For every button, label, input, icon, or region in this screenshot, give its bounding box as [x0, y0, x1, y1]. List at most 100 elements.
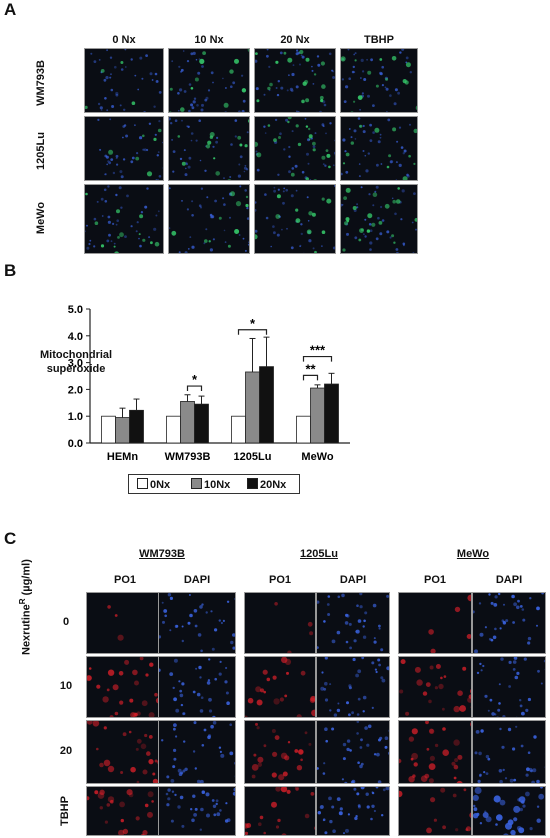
x-tick-label-1205lu: 1205Lu	[234, 451, 272, 463]
stain-label-mewo-po1: PO1	[423, 574, 446, 586]
micrograph-po1-mewo-tbhp	[398, 786, 472, 836]
y-tick-label: 1.0	[68, 411, 83, 423]
micrograph-po1-1205lu-tbhp	[244, 786, 316, 836]
micrograph-dapi-wm793b-tbhp	[158, 786, 236, 836]
legend-item-0nx: 0Nx	[137, 478, 170, 491]
panel-a-row-1205lu: 1205Lu	[35, 132, 47, 170]
micrograph-po1-1205lu-0	[244, 592, 316, 654]
micrograph-po1-mewo-20	[398, 720, 472, 784]
stain-label-mewo-dapi: DAPI	[495, 574, 523, 586]
panel-c-group-wm793b: WM793B	[139, 548, 185, 560]
significance-star: *	[192, 372, 198, 387]
micrograph-dapi-mewo-0	[472, 592, 546, 654]
panel-a-col-20nx: 20 Nx	[280, 34, 310, 46]
stain-label-wm793b-po1: PO1	[113, 574, 136, 586]
panel-c-ylabel-main: Nexrutine	[20, 604, 33, 655]
panel-a-row-wm793b: WM793B	[35, 60, 47, 106]
bar-1205lu-10nx	[245, 371, 260, 444]
micrograph-po1-1205lu-10	[244, 656, 316, 718]
micrograph-po1-wm793b-20	[86, 720, 164, 784]
significance-bracket	[186, 385, 203, 392]
significance-star: ***	[310, 343, 326, 358]
bar-hemn-10nx	[115, 417, 130, 444]
panel-c-letter: C	[4, 529, 17, 548]
micrograph-po1-mewo-0	[398, 592, 472, 654]
legend-item-10nx: 10Nx	[191, 478, 230, 491]
legend-label-10nx: 10Nx	[204, 479, 231, 491]
bar-wm793b-0nx	[166, 415, 181, 444]
micrograph-mewo-0	[84, 184, 164, 254]
micrograph-1205lu-3	[340, 116, 418, 181]
bar-wm793b-20nx	[194, 403, 209, 444]
micrograph-dapi-mewo-20	[472, 720, 546, 784]
micrograph-po1-wm793b-tbhp	[86, 786, 164, 836]
micrograph-dapi-1205lu-10	[316, 656, 390, 718]
y-tick-label: 4.0	[68, 331, 83, 343]
micrograph-dapi-wm793b-20	[158, 720, 236, 784]
dose-row-label-0: 0	[62, 616, 70, 628]
bar-mewo-20nx	[324, 383, 339, 444]
bar-1205lu-0nx	[231, 415, 246, 444]
legend-swatch-20nx	[247, 478, 258, 489]
stain-label-wm793b-dapi: DAPI	[183, 574, 211, 586]
micrograph-po1-1205lu-20	[244, 720, 316, 784]
dose-row-label-tbhp: TBHP	[59, 796, 71, 826]
micrograph-wm793b-1	[168, 48, 250, 113]
micrograph-mewo-2	[254, 184, 336, 254]
panel-c-ylabel-unit: (µg/ml)	[20, 559, 33, 599]
micrograph-wm793b-0	[84, 48, 164, 113]
dose-row-label-20: 20	[59, 745, 73, 757]
y-tick-label: 0.0	[68, 438, 83, 450]
chart-legend: 0Nx 10Nx 20Nx	[128, 474, 300, 494]
panel-c-ylabel: NexrutineR (µg/ml)	[18, 505, 33, 655]
panel-b-ylabel: Mitochondrial superoxide	[40, 348, 112, 376]
micrograph-dapi-1205lu-tbhp	[316, 786, 390, 836]
micrograph-wm793b-2	[254, 48, 336, 113]
micrograph-dapi-1205lu-20	[316, 720, 390, 784]
x-tick-label-hemn: HEMn	[107, 451, 138, 463]
bar-mewo-0nx	[296, 415, 311, 444]
legend-swatch-10nx	[191, 478, 202, 489]
stain-label-1205lu-dapi: DAPI	[339, 574, 367, 586]
bar-mewo-10nx	[310, 387, 325, 444]
panel-a-col-10nx: 10 Nx	[194, 34, 224, 46]
bar-hemn-20nx	[129, 409, 144, 444]
panel-c-ylabel-sup: R	[18, 598, 27, 605]
micrograph-1205lu-0	[84, 116, 164, 181]
panel-b-ylabel-line2: superoxide	[46, 363, 106, 375]
panel-b-letter: B	[4, 261, 17, 280]
micrograph-po1-wm793b-10	[86, 656, 164, 718]
significance-bracket	[302, 374, 319, 381]
y-tick-label: 5.0	[68, 304, 83, 316]
dose-row-label-10: 10	[59, 680, 73, 692]
panel-a-col-0nx: 0 Nx	[112, 34, 136, 46]
micrograph-dapi-wm793b-0	[158, 592, 236, 654]
x-tick-label-wm793b: WM793B	[165, 451, 211, 463]
panel-a-col-tbhp: TBHP	[364, 34, 394, 46]
significance-star: **	[305, 361, 316, 376]
micrograph-wm793b-3	[340, 48, 418, 113]
bar-1205lu-20nx	[259, 366, 274, 444]
micrograph-po1-mewo-10	[398, 656, 472, 718]
legend-label-0nx: 0Nx	[150, 479, 171, 491]
significance-bracket	[237, 329, 268, 335]
legend-label-20nx: 20Nx	[260, 479, 287, 491]
panel-a-letter: A	[4, 0, 17, 19]
legend-swatch-0nx	[137, 478, 148, 489]
significance-star: *	[250, 316, 256, 331]
panel-a-row-mewo: MeWo	[35, 201, 47, 235]
stain-label-1205lu-po1: PO1	[268, 574, 291, 586]
bar-wm793b-10nx	[180, 401, 195, 444]
legend-item-20nx: 20Nx	[247, 478, 286, 491]
micrograph-dapi-1205lu-0	[316, 592, 390, 654]
panel-c-group-mewo: MeWo	[456, 548, 490, 560]
significance-bracket	[302, 355, 333, 362]
micrograph-dapi-wm793b-10	[158, 656, 236, 718]
micrograph-dapi-mewo-tbhp	[472, 786, 546, 836]
micrograph-dapi-mewo-10	[472, 656, 546, 718]
micrograph-mewo-3	[340, 184, 418, 254]
micrograph-po1-wm793b-0	[86, 592, 164, 654]
y-tick-label: 3.0	[68, 358, 83, 370]
bar-hemn-0nx	[101, 415, 116, 444]
